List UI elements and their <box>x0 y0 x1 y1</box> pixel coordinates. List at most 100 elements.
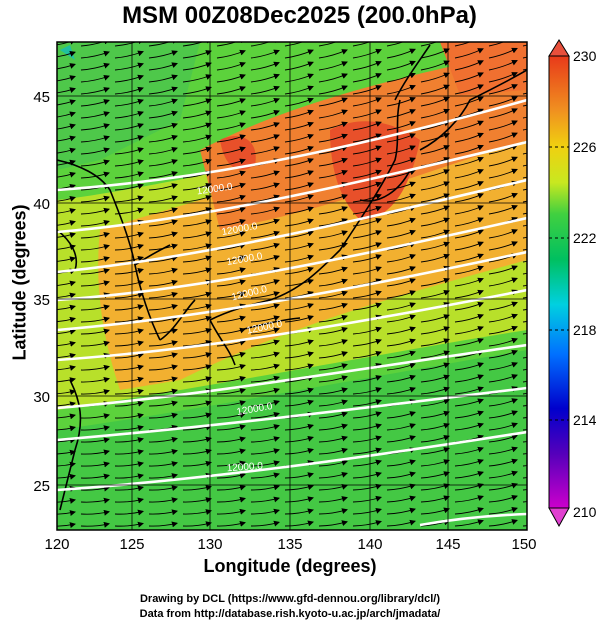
wind-vector <box>522 272 527 275</box>
wind-vector <box>216 363 246 371</box>
wind-vector <box>318 290 348 299</box>
wind-vector <box>57 401 76 408</box>
wind-vector <box>182 255 212 263</box>
wind-vector <box>182 352 212 359</box>
wind-vector <box>318 278 348 287</box>
wind-vector <box>454 48 484 59</box>
wind-vector <box>318 339 348 347</box>
wind-vector <box>148 74 178 83</box>
wind-vector <box>114 364 144 371</box>
wind-vector <box>57 449 76 456</box>
wind-vector <box>454 446 484 455</box>
wind-vector <box>114 207 144 215</box>
wind-vector <box>284 85 314 95</box>
wind-vector <box>352 387 382 395</box>
wind-vector <box>216 400 246 407</box>
footer-credit-drawing: Drawing by DCL (https://www.gfd-dennou.o… <box>139 593 441 605</box>
wind-vector <box>352 435 382 443</box>
wind-vector <box>318 194 348 203</box>
wind-vector <box>57 220 76 226</box>
wind-vector <box>148 98 178 107</box>
wind-vector <box>80 497 110 504</box>
wind-vector <box>182 122 212 131</box>
wind-vector <box>454 253 484 263</box>
wind-vector <box>216 339 246 347</box>
wind-vector <box>420 217 450 227</box>
wind-vector <box>352 121 382 131</box>
wind-vector <box>250 254 280 263</box>
wind-vector <box>386 217 416 227</box>
wind-vector <box>386 266 416 275</box>
colorbar: 230 226 222 218 214 210 <box>548 39 597 528</box>
wind-vector <box>216 42 246 47</box>
wind-vector <box>318 133 348 143</box>
wind-vector <box>352 97 382 107</box>
wind-vector <box>182 460 212 467</box>
colorbar-tick-label: 210 <box>573 504 597 520</box>
wind-vector <box>57 497 76 504</box>
wind-vector <box>386 519 416 527</box>
wind-vector <box>420 60 450 71</box>
wind-vector <box>216 146 246 155</box>
wind-vector <box>352 399 382 407</box>
wind-vector <box>284 399 314 407</box>
wind-vector <box>284 42 314 47</box>
wind-vector <box>114 147 144 155</box>
wind-vector <box>386 302 416 311</box>
wind-vector <box>80 485 110 492</box>
wind-vector <box>522 356 527 359</box>
wind-vector <box>250 134 280 143</box>
wind-vector <box>114 340 144 347</box>
wind-vector <box>57 51 76 58</box>
wind-vector <box>250 520 280 527</box>
wind-vector <box>522 248 527 251</box>
wind-vector <box>488 507 518 515</box>
wind-vector <box>148 521 178 528</box>
wind-vector <box>80 473 110 480</box>
wind-vector <box>114 473 144 480</box>
wind-vector <box>420 277 450 287</box>
wind-vector <box>318 496 348 503</box>
wind-vector <box>216 472 246 479</box>
wind-vector <box>250 399 280 407</box>
wind-vector <box>57 63 76 70</box>
wind-vector <box>386 157 416 167</box>
wind-vector <box>114 425 144 431</box>
wind-vector <box>57 75 76 82</box>
y-tick-label: 40 <box>33 196 50 213</box>
wind-vector <box>182 134 212 143</box>
wind-vector <box>114 268 144 275</box>
wind-vector <box>57 292 76 299</box>
wind-vector <box>386 411 416 419</box>
colorbar-max-arrow <box>548 39 570 57</box>
wind-vector <box>182 158 212 167</box>
wind-vector <box>80 50 110 59</box>
wind-vector <box>420 326 450 335</box>
wind-vector <box>454 265 484 275</box>
wind-vector <box>488 446 518 455</box>
wind-vector <box>488 470 518 479</box>
wind-vector <box>148 159 178 167</box>
wind-vector <box>284 278 314 287</box>
wind-vector <box>522 164 527 167</box>
wind-vector <box>148 267 178 275</box>
wind-vector <box>284 182 314 191</box>
wind-vector <box>318 206 348 215</box>
colorbar-tick-label: 214 <box>573 412 597 428</box>
wind-vector <box>216 388 246 395</box>
plot-frame <box>56 41 528 531</box>
wind-vector <box>80 256 110 263</box>
wind-vector <box>284 435 314 443</box>
wind-vector <box>454 495 484 503</box>
wind-vector <box>182 182 212 191</box>
wind-vector <box>216 86 246 95</box>
wind-vector <box>352 145 382 155</box>
wind-vector <box>454 217 484 227</box>
wind-vector <box>114 98 144 107</box>
wind-vector <box>114 461 144 468</box>
wind-vector <box>80 111 110 119</box>
wind-vector <box>250 61 280 71</box>
wind-vector <box>488 519 518 527</box>
wind-vector <box>352 495 382 503</box>
wind-vector <box>454 181 484 191</box>
